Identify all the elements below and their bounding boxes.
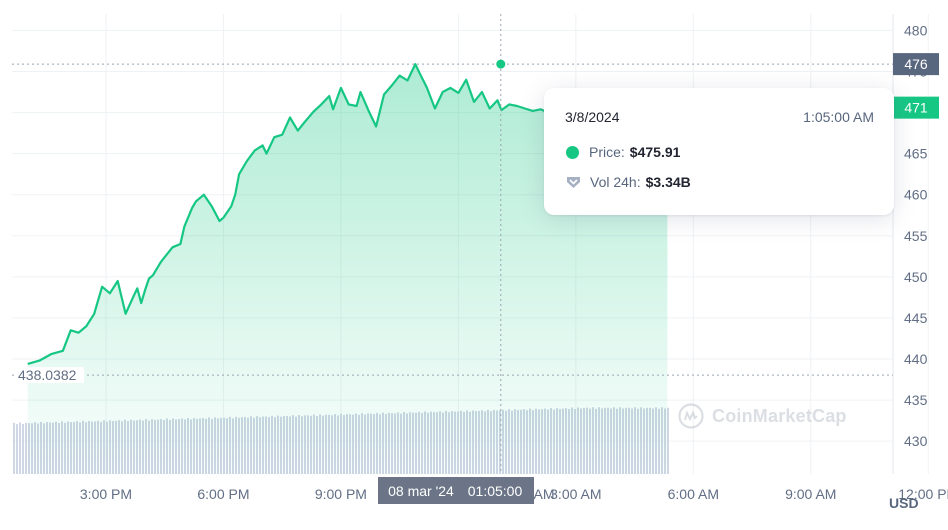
coinmarketcap-logo-icon	[678, 403, 704, 429]
hover-tooltip: 3/8/2024 1:05:00 AM Price: $475.91 Vol 2…	[544, 88, 894, 215]
tooltip-time: 1:05:00 AM	[803, 109, 874, 125]
volume-bar	[667, 407, 669, 474]
volume-bar	[19, 422, 21, 474]
volume-bar	[25, 422, 27, 474]
x-tick-label: 12:00 PM	[898, 486, 948, 502]
tooltip-date: 3/8/2024	[565, 109, 620, 125]
reference-label-bg	[14, 367, 84, 384]
green-dot-icon	[566, 145, 579, 159]
y-tick-label: 435	[904, 392, 928, 408]
tooltip-volume-row: Vol 24h: $3.34B	[566, 174, 691, 190]
watermark-text: CoinMarketCap	[712, 405, 847, 426]
volume-chevron-icon	[567, 176, 580, 188]
tooltip-volume-label: Vol 24h:	[590, 174, 641, 190]
tooltip-price-row: Price: $475.91	[566, 144, 680, 160]
tooltip-price-label: Price:	[589, 144, 625, 160]
y-tick-label: 445	[904, 310, 928, 326]
y-tick-label: 440	[904, 351, 928, 367]
tooltip-volume-value: $3.34B	[645, 174, 691, 190]
x-tick-label: 9:00 AM	[785, 486, 836, 502]
x-tick-label: 6:00 AM	[668, 486, 719, 502]
hover-price-pill-label: 476	[904, 56, 928, 72]
volume-bar	[22, 423, 24, 474]
volume-bar	[13, 422, 15, 474]
y-tick-label: 430	[904, 433, 928, 449]
y-tick-label: 480	[904, 22, 928, 38]
x-tick-label: 9:00 PM	[315, 486, 367, 502]
x-tick-label: 6:00 PM	[197, 486, 249, 502]
coinmarketcap-watermark: CoinMarketCap	[678, 403, 847, 429]
hover-price-pill	[893, 53, 939, 76]
hover-time-suffix: AM	[534, 486, 555, 502]
hover-point	[496, 59, 506, 69]
reference-label: 438.0382	[18, 367, 77, 383]
volume-bar	[16, 424, 18, 474]
current-price-pill-label: 471	[904, 100, 928, 116]
x-tick-label: 3:00 AM	[550, 486, 601, 502]
tooltip-price-value: $475.91	[629, 144, 681, 160]
y-tick-label: 450	[904, 269, 928, 285]
hover-time-pill-time: 01:05:00	[468, 483, 523, 499]
price-area	[27, 64, 668, 474]
hover-time-pill-date: 08 mar '24	[388, 483, 454, 499]
x-tick-label: 3:00 PM	[80, 486, 132, 502]
y-tick-label: 455	[904, 228, 928, 244]
y-tick-label: 465	[904, 146, 928, 162]
currency-label: USD	[889, 495, 919, 511]
y-tick-label: 460	[904, 187, 928, 203]
current-price-pill	[893, 96, 939, 119]
hover-time-pill	[378, 477, 534, 504]
